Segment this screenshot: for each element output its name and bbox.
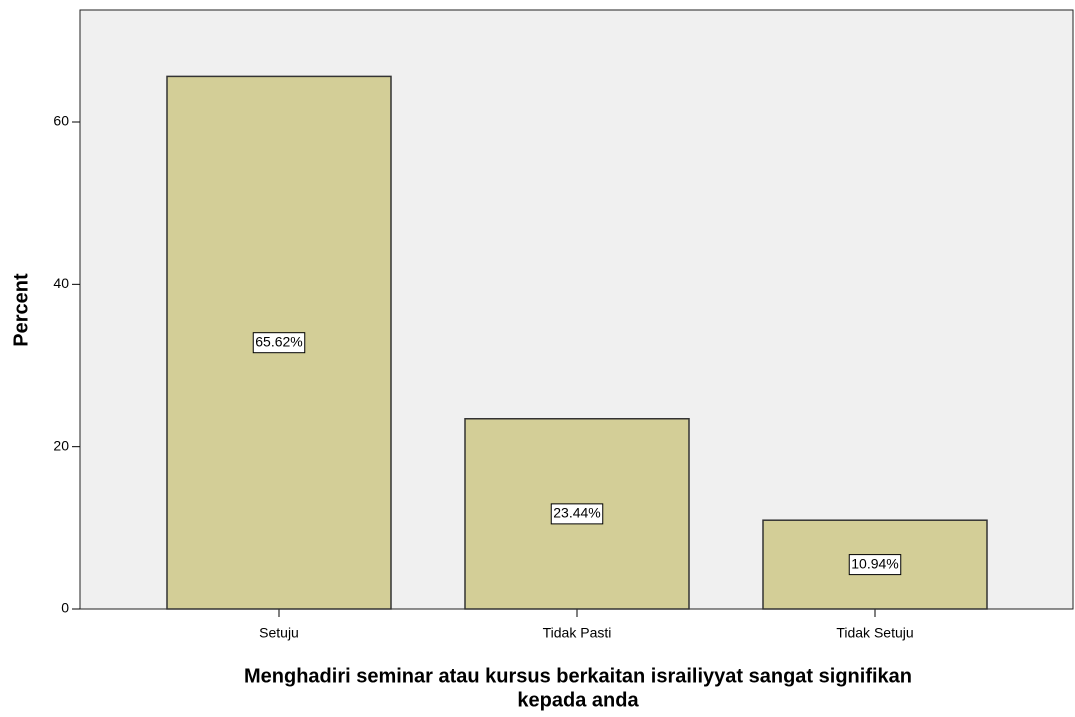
x-tick-label: Setuju	[259, 625, 299, 641]
x-axis-title: Menghadiri seminar atau kursus berkaitan…	[244, 665, 912, 687]
y-tick-label: 60	[53, 113, 69, 129]
x-axis-title: kepada anda	[517, 689, 639, 711]
value-label-box	[252, 332, 306, 354]
y-tick-label: 40	[53, 275, 69, 291]
value-label: 10.94%	[851, 555, 898, 571]
value-label: 23.44%	[553, 505, 600, 521]
x-tick-label: Tidak Pasti	[543, 625, 612, 641]
value-label: 65.62%	[255, 333, 302, 349]
y-tick-label: 0	[61, 600, 69, 616]
value-label-box	[550, 503, 604, 525]
x-tick-label: Tidak Setuju	[836, 625, 913, 641]
y-tick-label: 20	[53, 437, 69, 453]
value-label-box	[848, 554, 902, 576]
y-axis-title: Percent	[10, 273, 32, 347]
